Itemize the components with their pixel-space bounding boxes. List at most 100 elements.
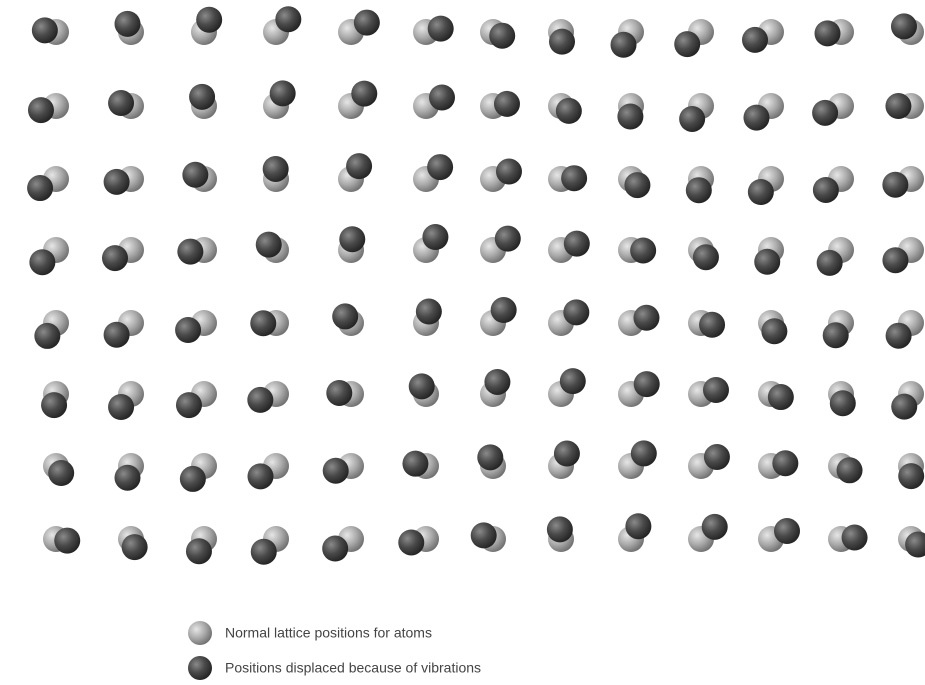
atom-displaced	[742, 27, 768, 53]
atom-displaced	[702, 514, 728, 540]
atom-displaced	[416, 299, 442, 325]
atom-displaced	[882, 247, 908, 273]
atom-displaced	[561, 165, 587, 191]
atom-displaced	[275, 6, 301, 32]
atom-displaced	[182, 162, 208, 188]
atom-displaced	[564, 231, 590, 257]
legend: Normal lattice positions for atoms Posit…	[188, 621, 481, 680]
atom-displaced	[41, 392, 67, 418]
atom-displaced	[489, 23, 515, 49]
legend-label: Positions displaced because of vibration…	[225, 660, 481, 676]
atom-displaced	[351, 81, 377, 107]
atom-displaced	[633, 305, 659, 331]
page: {"legend": {"items": [{"label": "Normal …	[0, 0, 925, 685]
atom-displaced	[634, 371, 660, 397]
atom-displaced	[48, 460, 74, 486]
atom-displaced	[104, 169, 130, 195]
atom-displaced	[108, 394, 134, 420]
atom-displaced	[471, 522, 497, 548]
atom-displaced	[882, 172, 908, 198]
atom-displaced	[263, 156, 289, 182]
atom-displaced	[743, 105, 769, 131]
atom-displaced	[176, 392, 202, 418]
atom-displaced	[354, 10, 380, 36]
atom-displaced	[339, 226, 365, 252]
atom-displaced	[891, 13, 917, 39]
atom-displaced	[812, 100, 838, 126]
atom-displaced	[491, 297, 517, 323]
atom-displaced	[484, 369, 510, 395]
atom-displaced	[693, 244, 719, 270]
atom-displaced	[251, 539, 277, 565]
atom-displaced	[496, 159, 522, 185]
legend-label: Normal lattice positions for atoms	[225, 625, 432, 641]
atom-displaced	[630, 237, 656, 263]
atom-displaced	[54, 528, 80, 554]
atom-displaced	[704, 444, 730, 470]
atom-displaced	[428, 16, 454, 42]
atom-displaced	[477, 444, 503, 470]
atom-displaced	[427, 154, 453, 180]
atom-displaced	[823, 322, 849, 348]
legend-swatch-displaced	[188, 656, 212, 680]
atom-displaced	[429, 85, 455, 111]
atom-displaced	[617, 103, 643, 129]
atom-displaced	[180, 466, 206, 492]
atom-displaced	[563, 299, 589, 325]
atom-displaced	[674, 31, 700, 57]
atom-displaced	[256, 232, 282, 258]
atom-displaced	[104, 322, 130, 348]
atom-displaced	[32, 17, 58, 43]
atom-displaced	[122, 534, 148, 560]
atom-displaced	[891, 394, 917, 420]
atom-displaced	[703, 377, 729, 403]
legend-swatch-normal	[188, 621, 212, 645]
atom-displaced	[108, 90, 134, 116]
atom-displaced	[631, 440, 657, 466]
atom-displaced	[247, 463, 273, 489]
atom-displaced	[270, 80, 296, 106]
atom-displaced	[898, 463, 924, 489]
atom-displaced	[813, 177, 839, 203]
atom-displaced	[177, 239, 203, 265]
atom-displaced	[247, 387, 273, 413]
lattice-diagram: Normal lattice positions for atoms Posit…	[0, 0, 925, 685]
atom-displaced	[250, 310, 276, 336]
atom-displaced	[346, 153, 372, 179]
atom-displaced	[326, 380, 352, 406]
atom-displaced	[196, 7, 222, 33]
atom-displaced	[554, 441, 580, 467]
atoms	[27, 6, 925, 564]
atom-displaced	[186, 538, 212, 564]
atom-displaced	[611, 32, 637, 58]
atom-displaced	[332, 303, 358, 329]
atom-displaced	[761, 318, 787, 344]
atom-displaced	[679, 106, 705, 132]
atom-displaced	[556, 98, 582, 124]
atom-displaced	[768, 384, 794, 410]
atom-displaced	[560, 368, 586, 394]
atom-displaced	[842, 525, 868, 551]
atom-displaced	[549, 29, 575, 55]
atom-displaced	[547, 516, 573, 542]
atom-displaced	[27, 175, 53, 201]
atom-displaced	[114, 465, 140, 491]
atom-displaced	[175, 317, 201, 343]
atom-displaced	[102, 245, 128, 271]
atom-displaced	[34, 323, 60, 349]
atom-displaced	[699, 312, 725, 338]
atom-displaced	[114, 11, 140, 37]
atom-displaced	[625, 513, 651, 539]
atom-displaced	[422, 224, 448, 250]
atom-displaced	[402, 451, 428, 477]
atom-displaced	[495, 226, 521, 252]
atom-displaced	[774, 518, 800, 544]
atom-displaced	[772, 450, 798, 476]
atom-displaced	[494, 91, 520, 117]
atom-displaced	[322, 536, 348, 562]
atom-displaced	[398, 529, 424, 555]
atom-displaced	[885, 93, 911, 119]
atom-displaced	[754, 249, 780, 275]
atom-displaced	[830, 390, 856, 416]
atom-displaced	[886, 323, 912, 349]
